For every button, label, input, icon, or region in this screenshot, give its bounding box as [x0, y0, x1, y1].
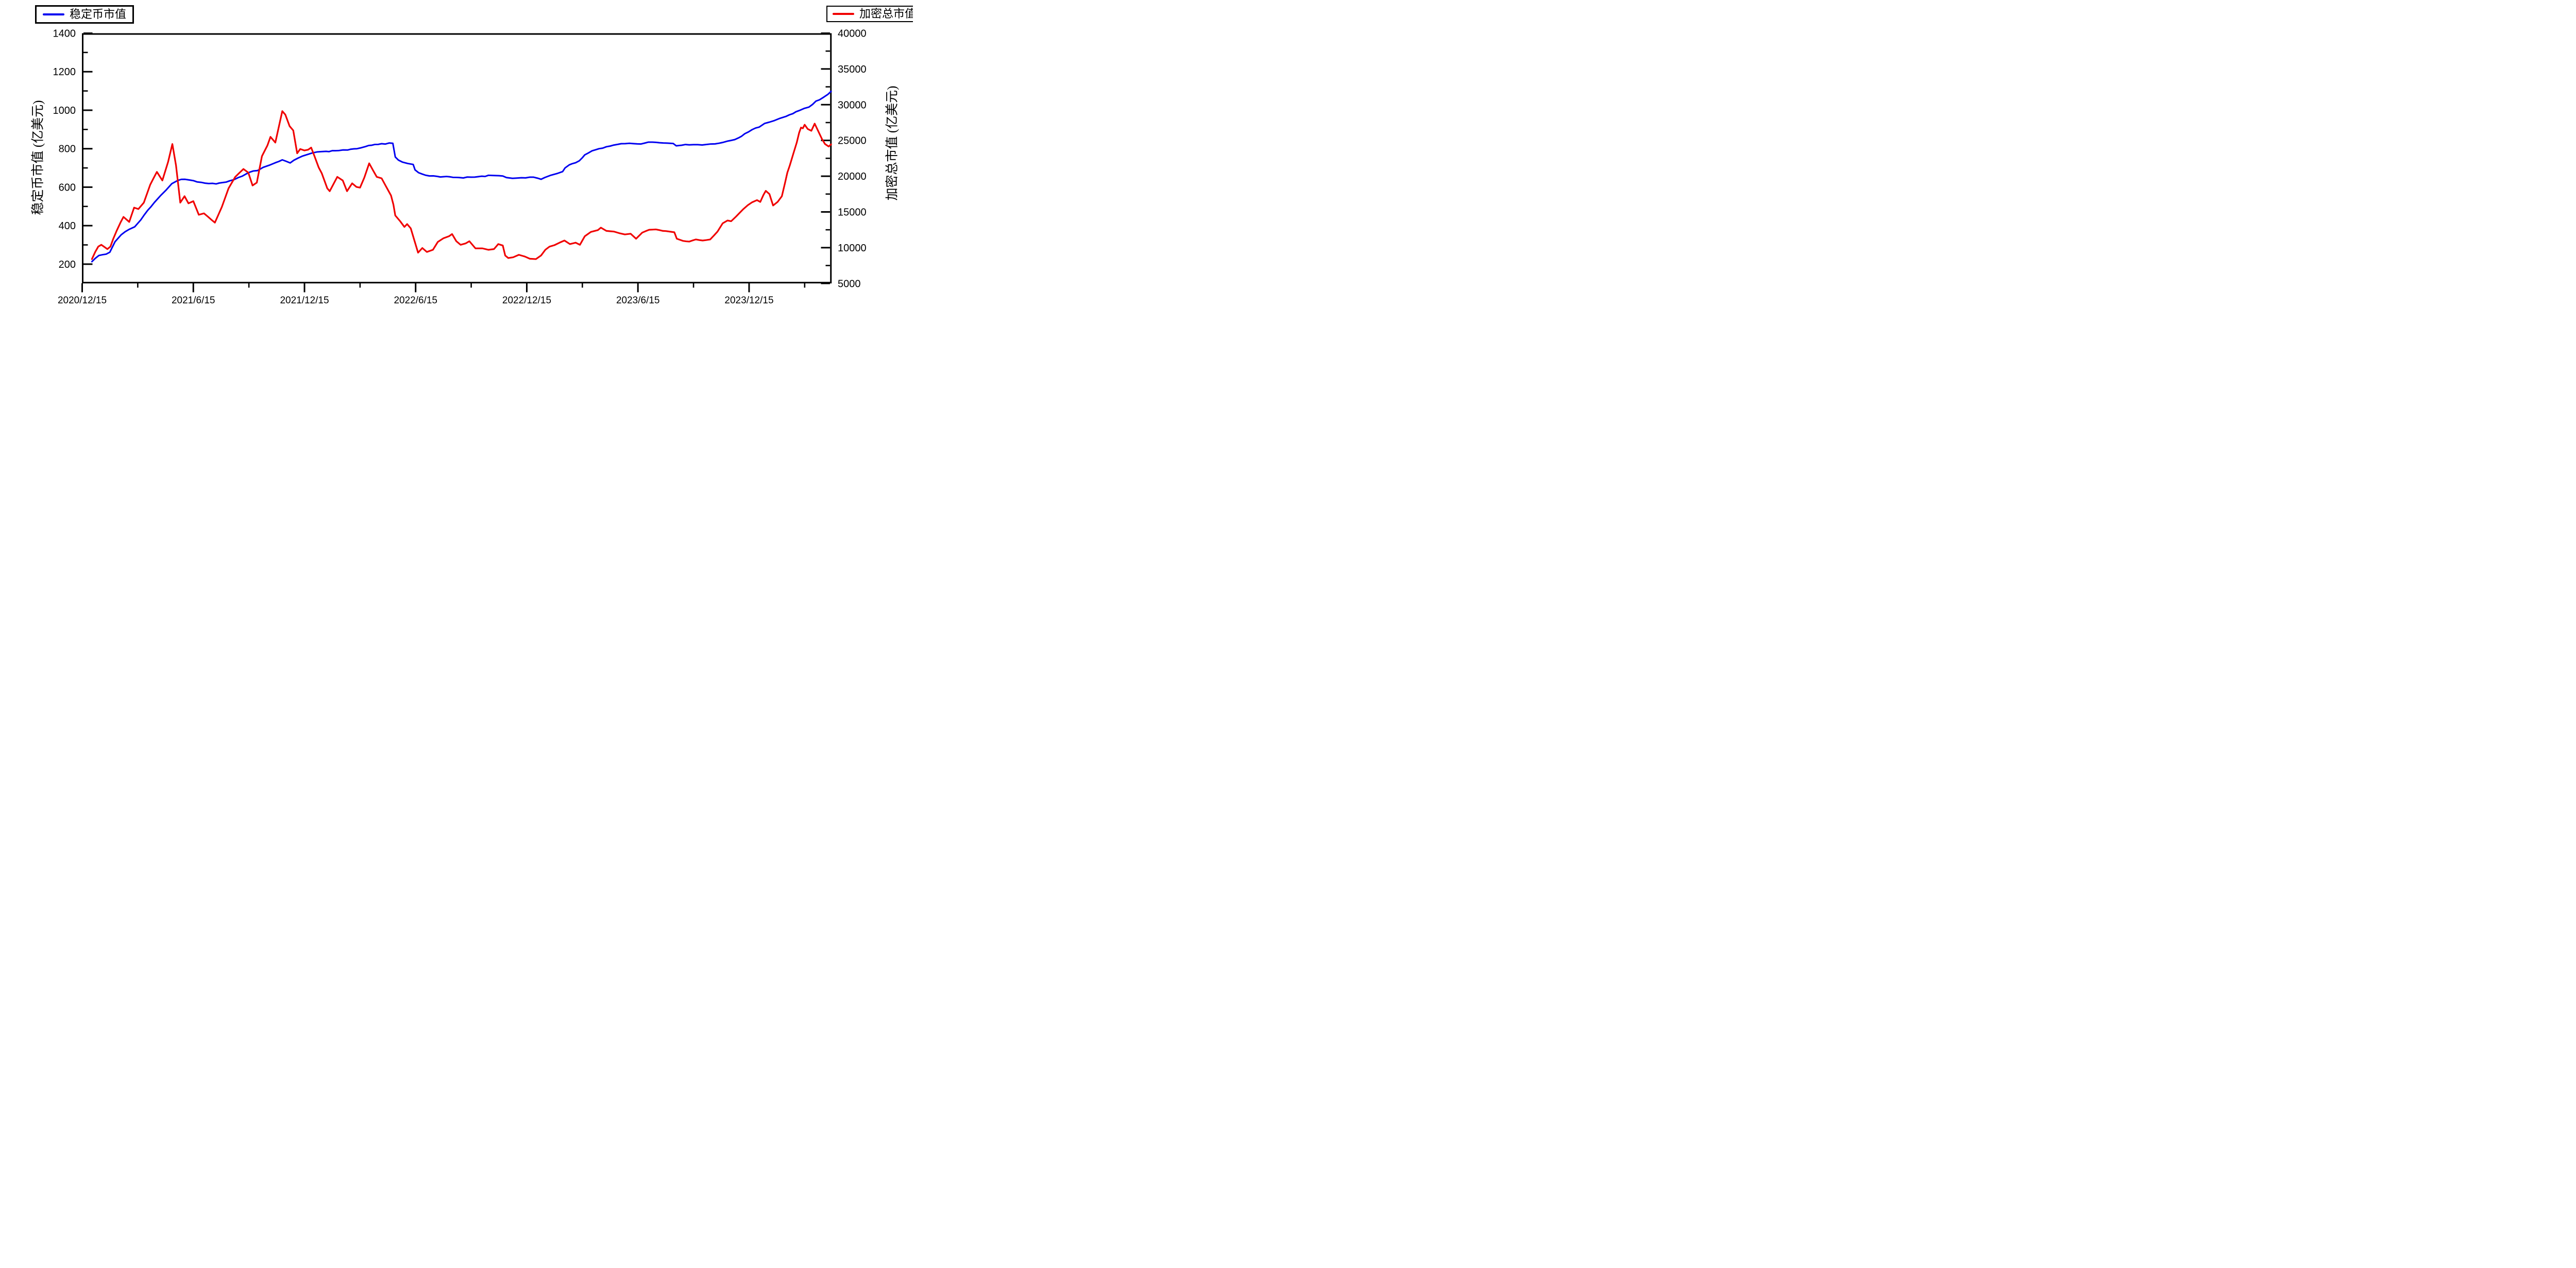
y-right-tick-label: 35000 — [838, 64, 867, 75]
y-left-tick-label: 200 — [59, 259, 76, 270]
x-tick-label: 2022/6/15 — [394, 295, 437, 306]
y-axis-right-title: 加密总市值 (亿美元) — [885, 85, 900, 201]
y-left-tick-label: 1400 — [53, 28, 76, 40]
y-right-tick-label: 40000 — [838, 28, 867, 40]
x-tick-label: 2021/6/15 — [172, 295, 215, 306]
x-ticks — [81, 283, 806, 293]
chart-figure: 200 400 600 800 1000 1200 1400 5000 10000 15000 20… — [0, 0, 913, 317]
y-right-tick-label: 30000 — [838, 99, 867, 111]
legend-stablecoin: 稳定币市值 — [35, 5, 134, 24]
plot-area: 200 400 600 800 1000 1200 1400 5000 10000 15000 20… — [53, 28, 867, 306]
y-right-tick-label: 15000 — [838, 207, 867, 218]
y-left-tick-label: 400 — [59, 220, 76, 232]
y-axis-left-title: 稳定币市值 (亿美元) — [31, 100, 45, 215]
legend-crypto: 加密总市值 — [826, 6, 913, 22]
x-tick-label: 2023/6/15 — [616, 295, 660, 306]
y-left-tick-label: 1000 — [53, 105, 76, 116]
y-right-tick-label: 25000 — [838, 135, 867, 147]
y-left-ticks — [83, 32, 93, 265]
legend-stablecoin-label: 稳定币市值 — [70, 8, 127, 21]
x-tick-label: 2022/12/15 — [502, 295, 551, 306]
axis-frame — [82, 33, 832, 284]
y-left-tick-label: 600 — [59, 182, 76, 193]
y-right-tick-label: 5000 — [838, 278, 861, 289]
y-right-tick-labels: 5000 10000 15000 20000 25000 30000 35000 40000 — [838, 28, 867, 290]
stablecoin-line-swatch — [43, 13, 64, 15]
x-tick-label: 2020/12/15 — [58, 295, 107, 306]
y-right-ticks — [821, 32, 830, 284]
legend-crypto-label: 加密总市值 — [859, 7, 913, 20]
x-tick-label: 2023/12/15 — [724, 295, 773, 306]
y-right-tick-label: 10000 — [838, 243, 867, 254]
y-left-tick-labels: 200 400 600 800 1000 1200 1400 — [53, 28, 76, 270]
crypto-line-swatch — [833, 13, 854, 15]
crypto-line — [91, 110, 832, 260]
y-left-tick-label: 1200 — [53, 66, 76, 78]
x-tick-label: 2021/12/15 — [280, 295, 329, 306]
stablecoin-line — [91, 90, 832, 263]
x-tick-labels: 2020/12/15 2021/6/15 2021/12/15 2022/6/15 20… — [58, 295, 774, 306]
y-left-tick-label: 800 — [59, 144, 76, 155]
y-right-tick-label: 20000 — [838, 171, 867, 182]
